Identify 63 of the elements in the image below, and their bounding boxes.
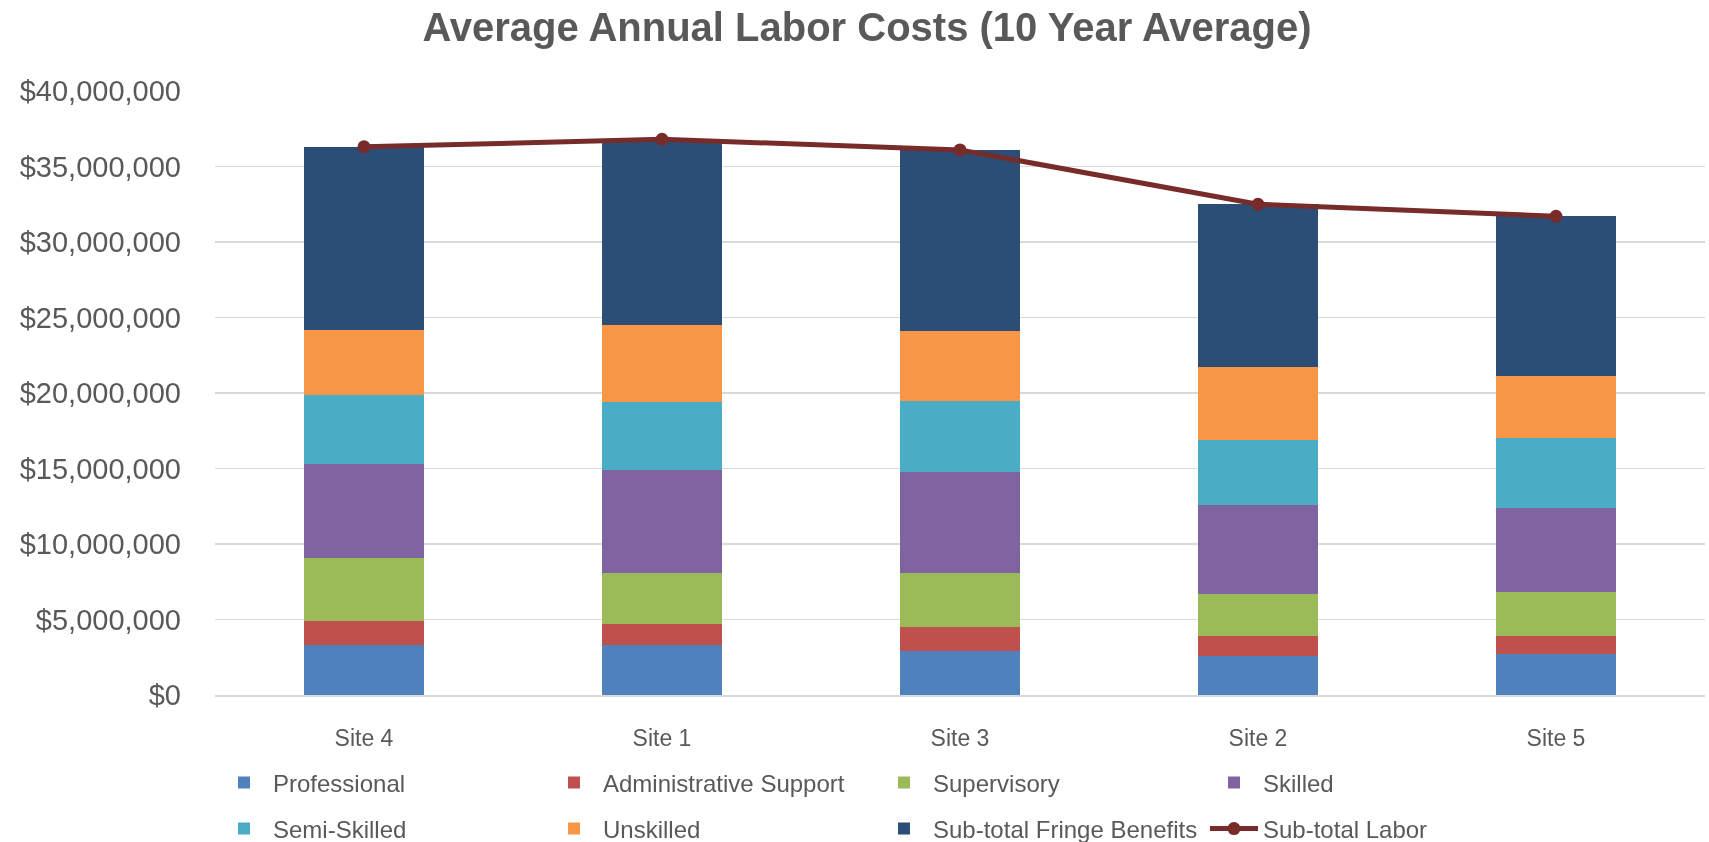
chart-title: Average Annual Labor Costs (10 Year Average): [422, 5, 1312, 49]
y-tick-label: $25,000,000: [19, 301, 181, 334]
x-tick-label: Site 5: [1526, 725, 1586, 752]
legend-label: Sub-total Fringe Benefits: [933, 815, 1198, 842]
y-tick-label: $5,000,000: [35, 603, 181, 636]
point: [1251, 197, 1265, 211]
bar: [602, 325, 722, 403]
bar: [304, 394, 424, 464]
bar: [1198, 636, 1318, 656]
bar: [304, 557, 424, 622]
bar: [900, 400, 1020, 472]
legend-label: Administrative Support: [603, 769, 845, 797]
bar: [1198, 439, 1318, 505]
y-tick-label: $15,000,000: [19, 452, 181, 485]
point: [953, 143, 967, 157]
y-tick-label: $30,000,000: [19, 226, 181, 259]
y-tick-label: $40,000,000: [19, 75, 181, 108]
y-tick-label: $0: [148, 679, 181, 712]
bar: [304, 329, 424, 395]
legend-label: Skilled: [1263, 769, 1334, 797]
bar: [304, 621, 424, 646]
bar: [900, 627, 1020, 652]
bar: [900, 471, 1020, 573]
bar: [1496, 654, 1616, 695]
bar: [602, 402, 722, 471]
bar: [1198, 504, 1318, 594]
point: [1549, 209, 1563, 223]
y-tick-label: $10,000,000: [19, 528, 181, 561]
bar: [602, 139, 722, 326]
bar: [1496, 592, 1616, 637]
bar: [900, 149, 1020, 332]
x-tick-label: Site 2: [1228, 725, 1288, 752]
bar: [304, 645, 424, 695]
bar: [602, 624, 722, 646]
bar: [1496, 636, 1616, 655]
legend-label: Sub-total Labor: [1263, 815, 1428, 842]
bar: [1496, 507, 1616, 593]
legend-label: Unskilled: [603, 815, 701, 842]
bar: [900, 651, 1020, 695]
bar: [1198, 655, 1318, 695]
x-tick-label: Site 3: [930, 725, 990, 752]
legend-label: Supervisory: [933, 769, 1060, 797]
y-tick-label: $20,000,000: [19, 377, 181, 410]
x-tick-label: Site 1: [632, 725, 692, 752]
bar: [304, 463, 424, 558]
bar: [1496, 376, 1616, 439]
bar: [900, 331, 1020, 401]
bar: [602, 572, 722, 625]
point: [357, 140, 371, 154]
bar: [602, 645, 722, 695]
legend-label: Semi-Skilled: [273, 815, 407, 842]
bar: [1496, 216, 1616, 377]
bar: [1198, 367, 1318, 440]
bar: [602, 470, 722, 573]
y-tick-label: $35,000,000: [19, 150, 181, 183]
bar: [304, 146, 424, 330]
legend-label: Professional: [273, 769, 406, 797]
x-tick-label: Site 4: [334, 725, 394, 752]
bar: [1198, 204, 1318, 368]
bar: [1198, 593, 1318, 637]
bar: [900, 572, 1020, 628]
point: [655, 132, 669, 146]
bar: [1496, 438, 1616, 508]
